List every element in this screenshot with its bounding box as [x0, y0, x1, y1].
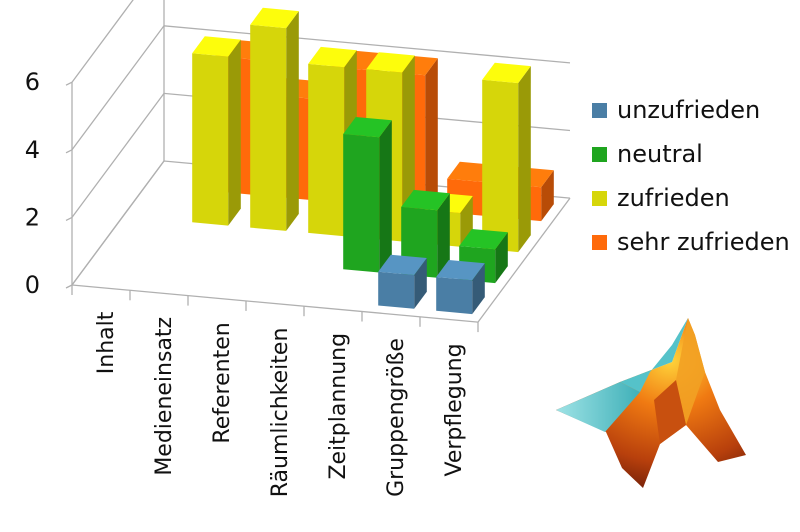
- legend-label: sehr zufrieden: [617, 228, 790, 256]
- legend: unzufrieden neutral zufrieden sehr zufri…: [592, 88, 790, 264]
- y-tick-label: 0: [25, 271, 40, 299]
- category-label: Räumlichkeiten: [268, 328, 293, 498]
- bar-unzufrieden-7: [436, 260, 485, 315]
- bar-neutral-5: [343, 117, 392, 273]
- legend-label: neutral: [617, 140, 703, 168]
- legend-item-neutral: neutral: [592, 132, 790, 176]
- y-tick-label: 6: [25, 68, 40, 96]
- legend-item-unzufrieden: unzufrieden: [592, 88, 790, 132]
- legend-item-zufrieden: zufrieden: [592, 176, 790, 220]
- bar-zufrieden-7: [482, 62, 531, 253]
- legend-item-sehr-zufrieden: sehr zufrieden: [592, 220, 790, 264]
- y-tick-label: 4: [25, 136, 40, 164]
- legend-swatch-zufrieden: [592, 190, 607, 206]
- legend-label: unzufrieden: [617, 96, 761, 124]
- bar-zufrieden-3: [250, 7, 299, 231]
- legend-swatch-neutral: [592, 146, 607, 162]
- category-label: Referenten: [210, 322, 235, 443]
- legend-label: zufrieden: [617, 184, 730, 212]
- category-label: Gruppengröße: [384, 338, 409, 497]
- legend-swatch-sehr-zufrieden: [592, 234, 607, 250]
- legend-swatch-unzufrieden: [592, 102, 607, 118]
- bar-zufrieden-2: [192, 36, 241, 226]
- category-labels: Inhalt Medieneinsatz Referenten Räumlichkei…: [94, 311, 467, 497]
- category-label: Verpflegung: [442, 343, 467, 476]
- category-label: Inhalt: [94, 311, 119, 374]
- category-label: Zeitplannung: [326, 333, 351, 480]
- category-label: Medieneinsatz: [152, 317, 177, 476]
- bars-layer: [192, 7, 554, 315]
- matlab-membrane-logo-icon: [556, 318, 746, 488]
- bar-unzufrieden-6: [378, 254, 427, 309]
- y-tick-label: 2: [25, 203, 40, 231]
- y-tick-labels: 0 2 4 6: [25, 68, 40, 299]
